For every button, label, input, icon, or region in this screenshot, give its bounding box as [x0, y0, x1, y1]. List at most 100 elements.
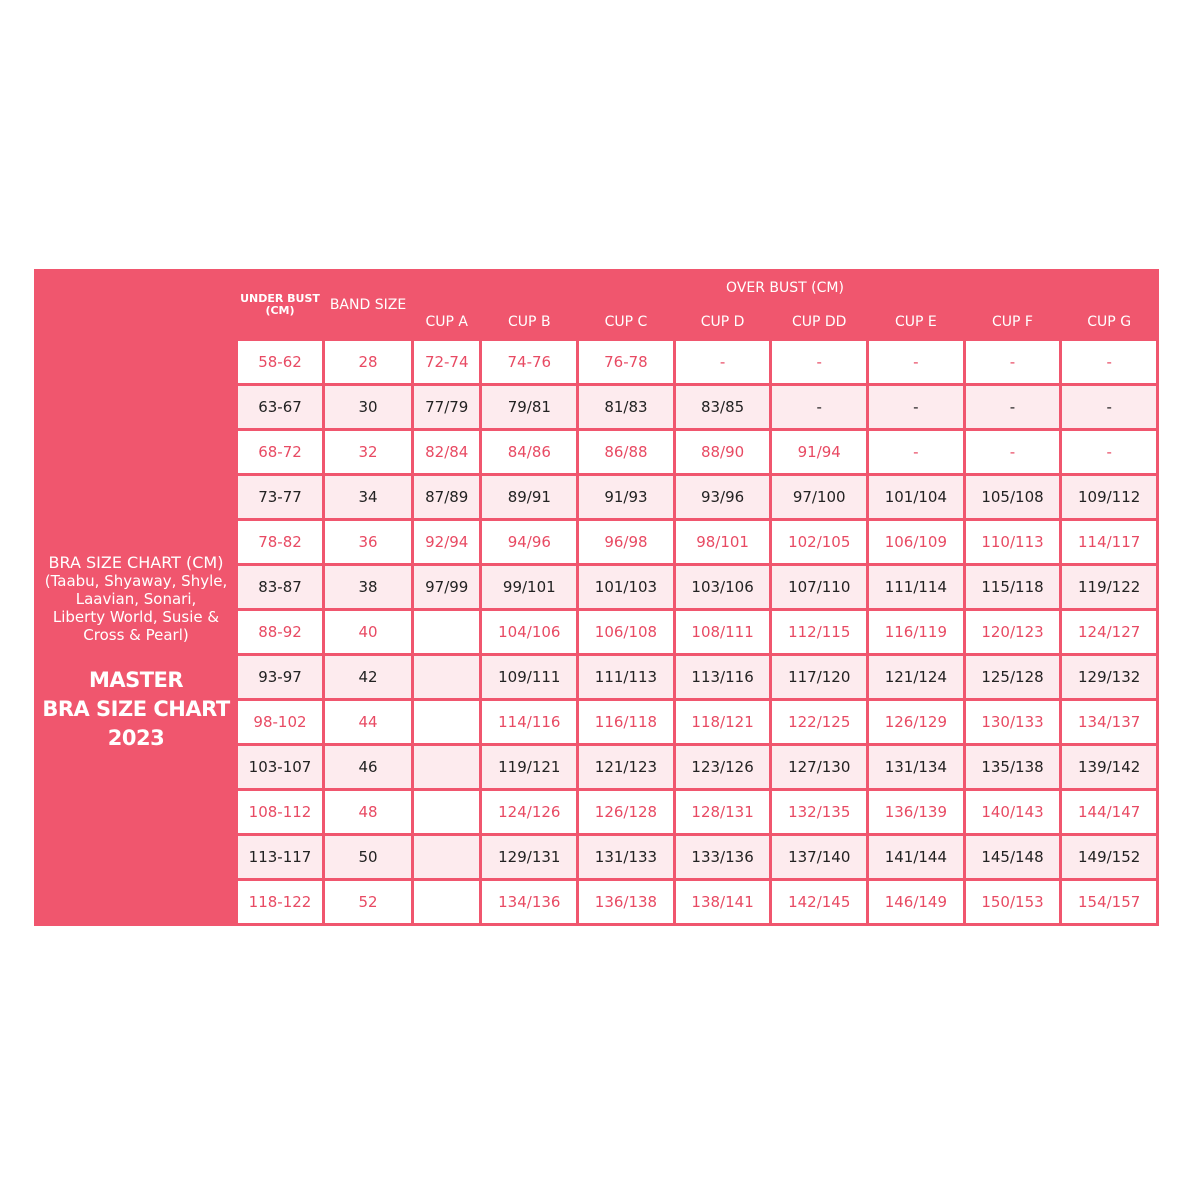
- side-panel: BRA SIZE CHART (CM) (Taabu, Shyaway, Shy…: [37, 272, 235, 923]
- cup-cell: 124/126: [482, 791, 577, 833]
- band-size-cell: 36: [325, 521, 411, 563]
- cup-cell: -: [965, 386, 1060, 428]
- cup-cell: 82/84: [414, 431, 480, 473]
- cup-cell: 109/112: [1062, 476, 1156, 518]
- header-cup-e: CUP E: [869, 306, 963, 338]
- cup-cell: 130/133: [965, 701, 1060, 743]
- cup-cell: 87/89: [414, 476, 480, 518]
- band-size-cell: 42: [325, 656, 411, 698]
- table-row: 63-67 30 77/79 79/81 81/83 83/85- - - -: [37, 386, 1156, 428]
- cup-cell: 131/133: [579, 836, 673, 878]
- under-bust-cell: 78-82: [238, 521, 322, 563]
- cup-cell: 129/131: [482, 836, 577, 878]
- cup-cell: 146/149: [869, 881, 963, 923]
- cup-cell: 133/136: [675, 836, 770, 878]
- cup-cell: 102/105: [772, 521, 867, 563]
- cup-cell: 91/93: [579, 476, 673, 518]
- cup-cell: [414, 656, 480, 698]
- cup-cell: 150/153: [965, 881, 1060, 923]
- cup-cell: 105/108: [965, 476, 1060, 518]
- cup-cell: 121/124: [869, 656, 963, 698]
- cup-cell: 115/118: [965, 566, 1060, 608]
- cup-cell: 101/104: [869, 476, 963, 518]
- cup-cell: 123/126: [675, 746, 770, 788]
- band-size-cell: 38: [325, 566, 411, 608]
- cup-cell: 135/138: [965, 746, 1060, 788]
- cup-cell: 129/132: [1062, 656, 1156, 698]
- cup-cell: 116/119: [869, 611, 963, 653]
- table-row: 68-72 32 82/84 84/86 86/88 88/90 91/94- - -: [37, 431, 1156, 473]
- cup-cell: 103/106: [675, 566, 770, 608]
- band-size-cell: 48: [325, 791, 411, 833]
- cup-cell: 127/130: [772, 746, 867, 788]
- cup-cell: 144/147: [1062, 791, 1156, 833]
- cup-cell: 134/136: [482, 881, 577, 923]
- cup-cell: 97/100: [772, 476, 867, 518]
- cup-cell: -: [772, 386, 867, 428]
- header-band-size: BAND SIZE: [325, 272, 411, 338]
- cup-cell: -: [869, 341, 963, 383]
- table-row: 88-92 40 104/106 106/108 108/111 112/115 116/1…: [37, 611, 1156, 653]
- cup-cell: 126/129: [869, 701, 963, 743]
- cup-cell: 137/140: [772, 836, 867, 878]
- cup-cell: 118/121: [675, 701, 770, 743]
- cup-cell: 88/90: [675, 431, 770, 473]
- band-size-cell: 50: [325, 836, 411, 878]
- cup-cell: 97/99: [414, 566, 480, 608]
- cup-cell: [414, 881, 480, 923]
- under-bust-cell: 113-117: [238, 836, 322, 878]
- cup-cell: 99/101: [482, 566, 577, 608]
- cup-cell: 111/113: [579, 656, 673, 698]
- under-bust-cell: 118-122: [238, 881, 322, 923]
- cup-cell: 124/127: [1062, 611, 1156, 653]
- header-cup-dd: CUP DD: [772, 306, 867, 338]
- header-cup-a: CUP A: [414, 306, 480, 338]
- table-row: 108-112 48 124/126 126/128 128/131 132/135 136…: [37, 791, 1156, 833]
- cup-cell: 111/114: [869, 566, 963, 608]
- under-bust-cell: 68-72: [238, 431, 322, 473]
- cup-cell: 98/101: [675, 521, 770, 563]
- cup-cell: 84/86: [482, 431, 577, 473]
- cup-cell: 109/111: [482, 656, 577, 698]
- band-size-cell: 34: [325, 476, 411, 518]
- table-row: 103-107 46 119/121 121/123 123/126 127/130 131…: [37, 746, 1156, 788]
- cup-cell: 138/141: [675, 881, 770, 923]
- under-bust-cell: 73-77: [238, 476, 322, 518]
- cup-cell: [414, 746, 480, 788]
- cup-cell: 89/91: [482, 476, 577, 518]
- table-row: 98-102 44 114/116 116/118 118/121 122/125 126/…: [37, 701, 1156, 743]
- cup-cell: 121/123: [579, 746, 673, 788]
- band-size-cell: 46: [325, 746, 411, 788]
- cup-cell: 119/122: [1062, 566, 1156, 608]
- cup-cell: 74-76: [482, 341, 577, 383]
- header-cup-b: CUP B: [482, 306, 577, 338]
- cup-cell: 119/121: [482, 746, 577, 788]
- cup-cell: 86/88: [579, 431, 673, 473]
- header-cup-d: CUP D: [675, 306, 770, 338]
- cup-cell: 114/117: [1062, 521, 1156, 563]
- under-bust-cell: 88-92: [238, 611, 322, 653]
- cup-cell: 120/123: [965, 611, 1060, 653]
- cup-cell: [414, 611, 480, 653]
- cup-cell: 106/109: [869, 521, 963, 563]
- cup-cell: 141/144: [869, 836, 963, 878]
- cup-cell: 91/94: [772, 431, 867, 473]
- cup-cell: 107/110: [772, 566, 867, 608]
- cup-cell: -: [965, 431, 1060, 473]
- cup-cell: [414, 701, 480, 743]
- cup-cell: 136/138: [579, 881, 673, 923]
- cup-cell: 134/137: [1062, 701, 1156, 743]
- table-row: 58-62 28 72-74 74-76 76-78- - - - -: [37, 341, 1156, 383]
- cup-cell: -: [965, 341, 1060, 383]
- cup-cell: 154/157: [1062, 881, 1156, 923]
- cup-cell: 83/85: [675, 386, 770, 428]
- cup-cell: 117/120: [772, 656, 867, 698]
- cup-cell: 72-74: [414, 341, 480, 383]
- cup-cell: 145/148: [965, 836, 1060, 878]
- table-row: 113-117 50 129/131 131/133 133/136 137/140 141…: [37, 836, 1156, 878]
- cup-cell: 139/142: [1062, 746, 1156, 788]
- cup-cell: 110/113: [965, 521, 1060, 563]
- side-subtitle: BRA SIZE CHART (CM) (Taabu, Shyaway, Shy…: [44, 552, 228, 644]
- cup-cell: 106/108: [579, 611, 673, 653]
- cup-cell: [414, 791, 480, 833]
